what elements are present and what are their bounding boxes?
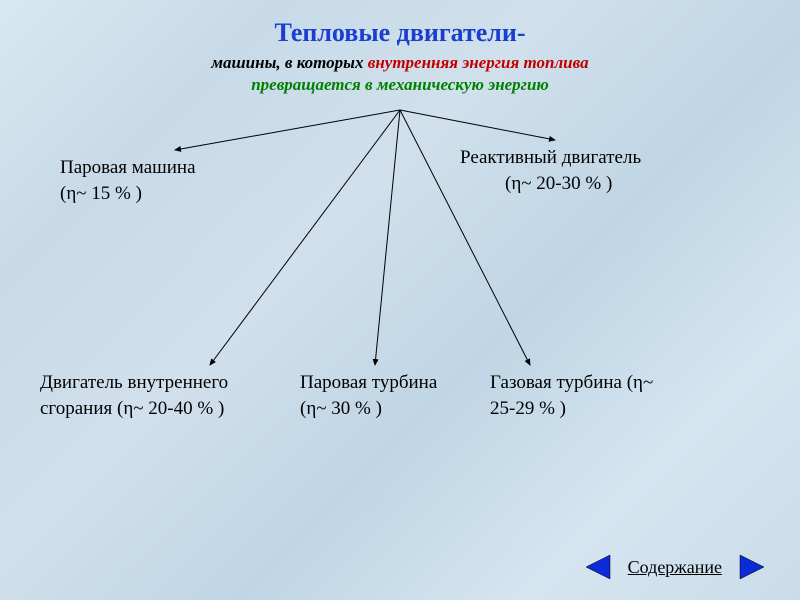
node-efficiency: (η~ 30 % ) [300,396,437,422]
next-button[interactable] [736,552,770,582]
node-jet-engine: Реактивный двигатель(η~ 20-30 % ) [460,145,641,196]
triangle-left-icon [582,553,612,581]
prev-button[interactable] [580,552,614,582]
contents-link[interactable]: Содержание [628,557,722,578]
subtitle-part3: превращается в механическую энергию [0,74,800,96]
node-efficiency: (η~ 15 % ) [60,181,196,207]
node-label: Паровая турбина [300,370,437,396]
node-label: Паровая машина [60,155,196,181]
node-gas-turbine: Газовая турбина (η~25-29 % ) [490,370,653,421]
node-label: Реактивный двигатель [460,145,641,171]
subtitle: машины, в которых внутренняя энергия топ… [0,52,800,96]
node-steam-turbine: Паровая турбина(η~ 30 % ) [300,370,437,421]
node-efficiency: 25-29 % ) [490,396,653,422]
subtitle-part1: машины, в которых [211,53,367,72]
node-ice: Двигатель внутреннегосгорания (η~ 20-40 … [40,370,228,421]
subtitle-part2: внутренняя энергия топлива [368,53,589,72]
title-text: Тепловые двигатели- [274,18,525,47]
node-label: Газовая турбина (η~ [490,370,653,396]
triangle-right-icon [738,553,768,581]
node-efficiency: (η~ 20-30 % ) [460,171,641,197]
node-text: сгорания (η~ 20-40 % ) [40,396,228,422]
footer-nav: Содержание [580,552,770,582]
node-steam-machine: Паровая машина(η~ 15 % ) [60,155,196,206]
page-title: Тепловые двигатели- [0,0,800,48]
node-text: Двигатель внутреннего [40,370,228,396]
